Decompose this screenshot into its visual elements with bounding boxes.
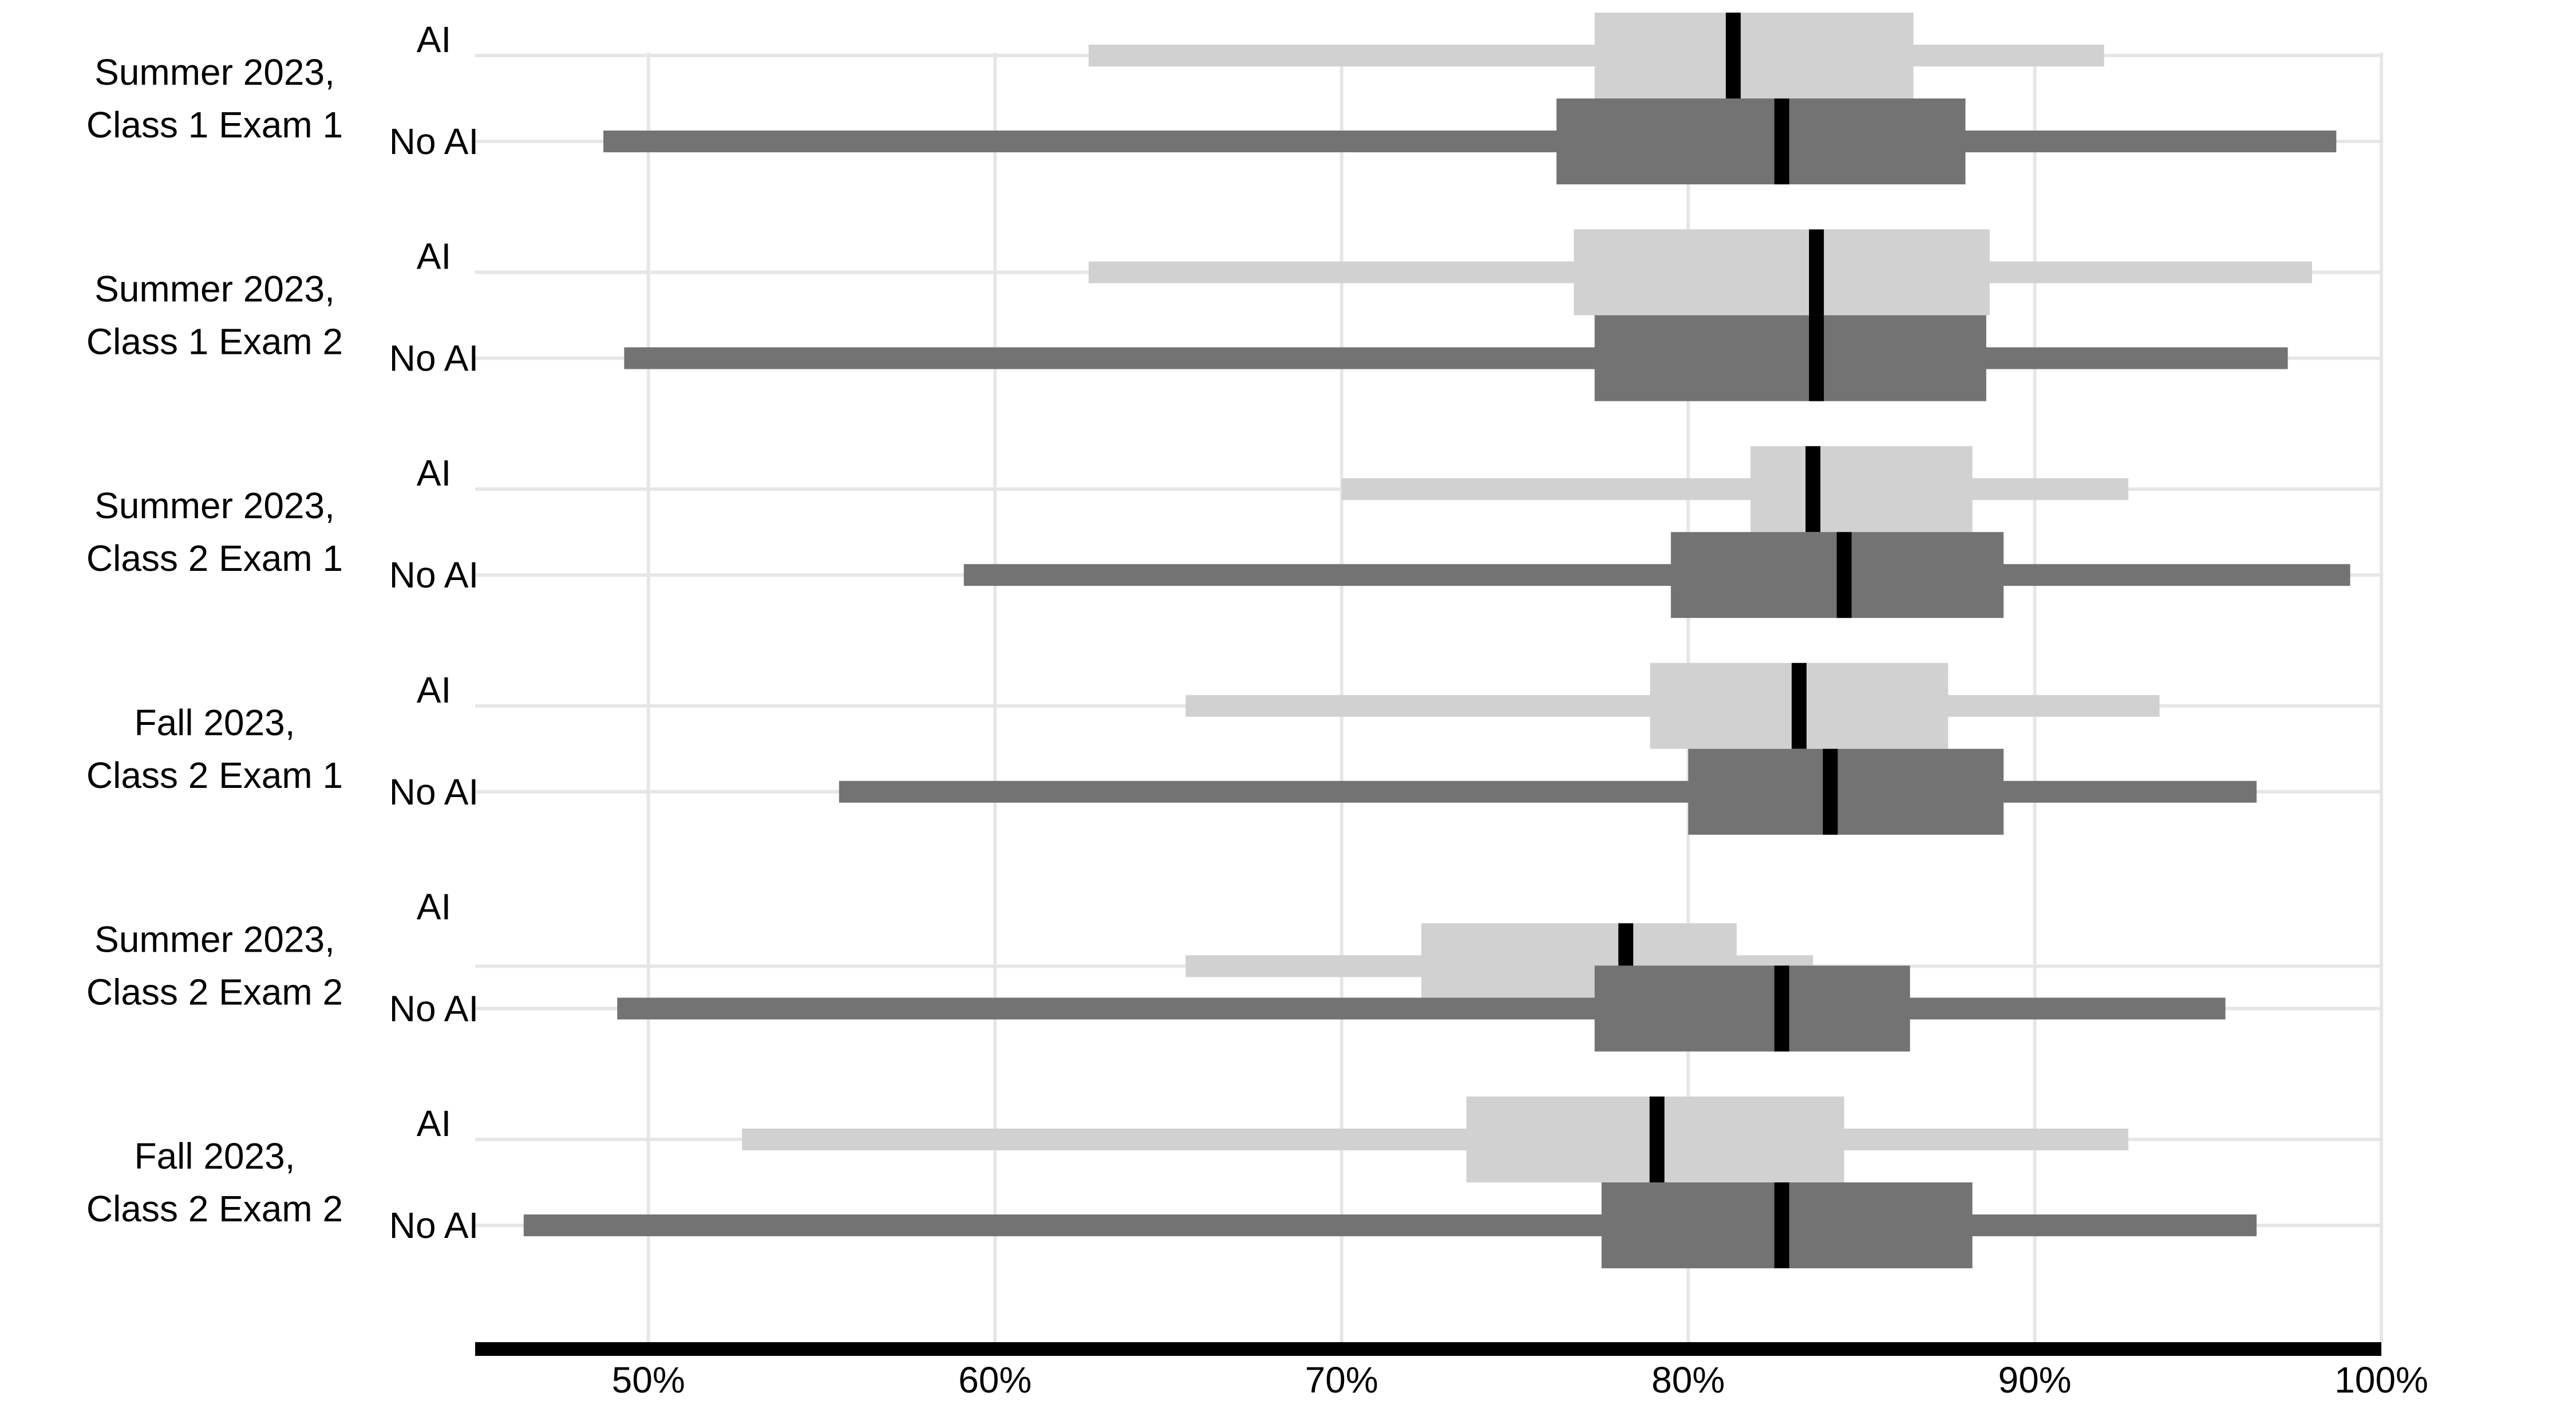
group-label: Summer 2023, (94, 52, 335, 93)
box-no-ai (523, 1182, 2257, 1268)
box-no-ai (603, 98, 2337, 184)
x-tick-label: 100% (2334, 1359, 2428, 1401)
median-line (1809, 315, 1824, 401)
iqr-box (1594, 315, 1986, 401)
group-label: Summer 2023, (94, 918, 335, 960)
condition-label-ai: AI (417, 886, 451, 927)
group-label: Class 2 Exam 2 (86, 1188, 343, 1229)
median-line (1774, 965, 1789, 1052)
iqr-box (1574, 229, 1990, 315)
median-line (1774, 1182, 1789, 1268)
group-label: Fall 2023, (134, 702, 295, 743)
x-tick-label: 60% (958, 1359, 1032, 1401)
whisker (742, 1129, 2129, 1150)
group-label: Summer 2023, (94, 269, 335, 310)
condition-label-ai: AI (417, 236, 451, 277)
condition-label-no-ai: No AI (389, 554, 479, 595)
median-line (1805, 446, 1821, 533)
group-label: Fall 2023, (134, 1135, 295, 1177)
whisker (523, 1214, 2257, 1236)
x-tick-label: 70% (1305, 1359, 1378, 1401)
box-no-ai (624, 315, 2288, 401)
median-line (1836, 532, 1852, 618)
whisker (839, 780, 2257, 803)
condition-label-no-ai: No AI (389, 771, 479, 813)
x-axis: 50% 60% 70% 80% 90% 100% (475, 1342, 2428, 1401)
median-line (1823, 748, 1838, 835)
condition-label-no-ai: No AI (389, 121, 479, 162)
group-label: Class 2 Exam 1 (86, 538, 343, 579)
box-ai (1088, 13, 2104, 98)
condition-label-no-ai: No AI (389, 988, 479, 1029)
condition-label-ai: AI (417, 669, 451, 711)
median-line (1791, 662, 1807, 749)
condition-label-ai: AI (417, 452, 451, 494)
iqr-box (1556, 98, 1966, 184)
iqr-box (1594, 13, 1914, 98)
median-line (1649, 1097, 1665, 1182)
whisker (963, 564, 2350, 586)
box-ai (742, 1097, 2129, 1182)
box-no-ai (617, 965, 2226, 1052)
condition-label-no-ai: No AI (389, 1205, 479, 1246)
condition-label-ai: AI (417, 19, 451, 60)
x-tick-label: 90% (1998, 1359, 2071, 1401)
x-tick-label: 80% (1652, 1359, 1725, 1401)
box-no-ai (839, 748, 2257, 835)
box-ai (1088, 229, 2312, 315)
box-ai (1186, 662, 2160, 749)
iqr-box (1751, 446, 1973, 533)
condition-label-no-ai: No AI (389, 338, 479, 379)
x-tick-label: 50% (612, 1359, 685, 1401)
whisker (624, 347, 2288, 369)
median-line (1725, 13, 1741, 98)
box-ai (1341, 446, 2129, 533)
whisker (617, 997, 2226, 1020)
iqr-box (1688, 748, 2004, 835)
group-label: Class 1 Exam 2 (86, 321, 343, 362)
box-no-ai (963, 532, 2350, 618)
whisker (1341, 478, 2129, 500)
group-label: Class 2 Exam 2 (86, 971, 343, 1012)
iqr-box (1594, 965, 1910, 1052)
median-line (1809, 229, 1824, 315)
condition-label-ai: AI (417, 1103, 451, 1144)
box-plots (523, 13, 2350, 1268)
whisker (603, 131, 2337, 152)
group-label: Summer 2023, (94, 485, 335, 526)
category-labels: Summer 2023, Class 1 Exam 1 AI No AI Summer … (86, 19, 479, 1246)
group-label: Class 2 Exam 1 (86, 755, 343, 796)
median-line (1774, 98, 1789, 184)
group-label: Class 1 Exam 1 (86, 104, 343, 145)
